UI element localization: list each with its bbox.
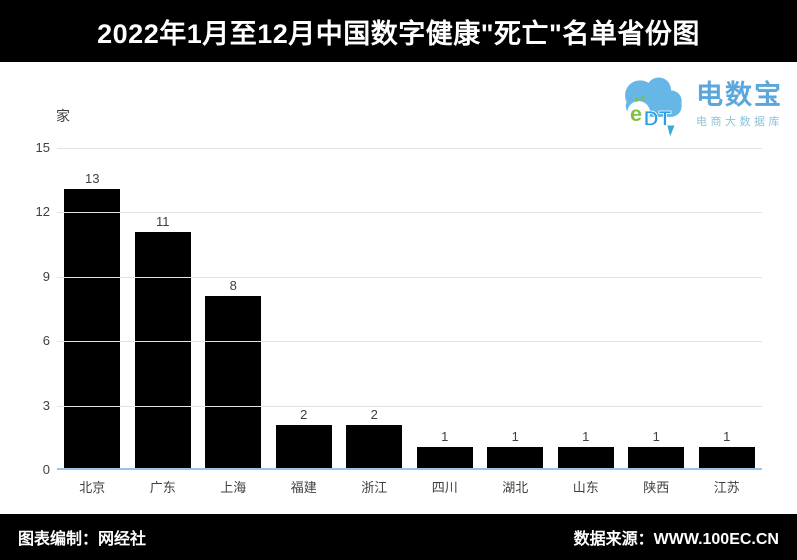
edt-logo-subtitle: 电商大数据库 [696, 115, 783, 128]
bar-value-label: 1 [511, 429, 519, 444]
y-axis-unit-label: 家 [56, 108, 70, 124]
x-axis-label: 广东 [149, 480, 176, 495]
bar-slot-福建: 2 [269, 148, 340, 468]
x-axis-label: 上海 [220, 480, 247, 495]
x-axis-label: 湖北 [502, 480, 529, 495]
chart-title: 2022年1月至12月中国数字健康"死亡"名单省份图 [97, 18, 700, 49]
bar [487, 447, 544, 468]
bar-value-label: 11 [156, 214, 170, 229]
bar-slot-广东: 11 [128, 148, 199, 468]
gridline [57, 212, 762, 214]
bar-slot-江苏: 1 [692, 148, 763, 468]
bar-value-label: 13 [85, 171, 100, 186]
x-axis-label: 四川 [431, 480, 458, 495]
bars-container: 13 11 8 2 2 1 1 1 1 1 [57, 148, 762, 468]
svg-text:DT: DT [644, 108, 672, 131]
edt-logo-text: 电数宝 电商大数据库 [696, 80, 783, 129]
y-tick-label: 0 [42, 462, 50, 477]
y-tick-label: 15 [35, 140, 50, 155]
x-axis-labels: 北京 广东 上海 福建 浙江 四川 湖北 山东 陕西 江苏 [57, 477, 762, 496]
bar-slot-湖北: 1 [480, 148, 551, 468]
y-tick-label: 3 [42, 397, 50, 413]
footer-credit: 图表编制：网经社 [18, 531, 147, 548]
bar [205, 296, 262, 468]
x-axis-label: 北京 [79, 480, 106, 495]
bar-value-label: 1 [723, 429, 731, 444]
bar [698, 447, 755, 468]
svg-text:e: e [630, 102, 642, 126]
bar [628, 447, 685, 468]
gridline [57, 405, 762, 407]
y-tick-label: 6 [42, 333, 50, 349]
gridline [57, 341, 762, 343]
footer-source: 数据来源：WWW.100EC.CN [573, 531, 779, 548]
bar [64, 189, 121, 468]
x-axis-label: 江苏 [713, 480, 740, 495]
bar [416, 447, 473, 468]
bar-value-label: 1 [652, 429, 660, 444]
bar-slot-四川: 1 [410, 148, 481, 468]
bar [134, 232, 191, 468]
x-axis-label: 浙江 [361, 480, 388, 495]
bar-value-label: 1 [441, 429, 449, 444]
bar [346, 425, 403, 468]
bar [557, 447, 614, 468]
y-tick-label: 12 [35, 204, 50, 220]
bar-slot-浙江: 2 [339, 148, 410, 468]
plot-area: 13 11 8 2 2 1 1 1 1 1 [57, 148, 762, 470]
bar-slot-山东: 1 [551, 148, 622, 468]
bar-slot-陕西: 1 [621, 148, 692, 468]
gridline [57, 276, 762, 278]
x-axis-label: 陕西 [643, 480, 670, 495]
gridline [57, 148, 762, 149]
bar [275, 425, 332, 468]
title-banner: 2022年1月至12月中国数字健康"死亡"名单省份图 [0, 0, 797, 62]
footer-bar: 图表编制：网经社 数据来源：WWW.100EC.CN [0, 514, 797, 560]
bar-value-label: 8 [229, 278, 237, 293]
edt-cloud-logo-icon: e DT [625, 77, 682, 137]
x-axis-label: 福建 [290, 480, 317, 495]
edt-logo-name: 电数宝 [696, 79, 783, 110]
bar-value-label: 2 [300, 407, 308, 422]
bar-slot-北京: 13 [57, 148, 128, 468]
bar-value-label: 1 [582, 429, 590, 444]
x-axis-label: 山东 [572, 480, 599, 495]
edt-logo: e DT 电数宝 电商大数据库 [617, 68, 789, 140]
bar-value-label: 2 [370, 407, 378, 422]
bar-slot-上海: 8 [198, 148, 269, 468]
y-tick-label: 9 [42, 268, 50, 284]
